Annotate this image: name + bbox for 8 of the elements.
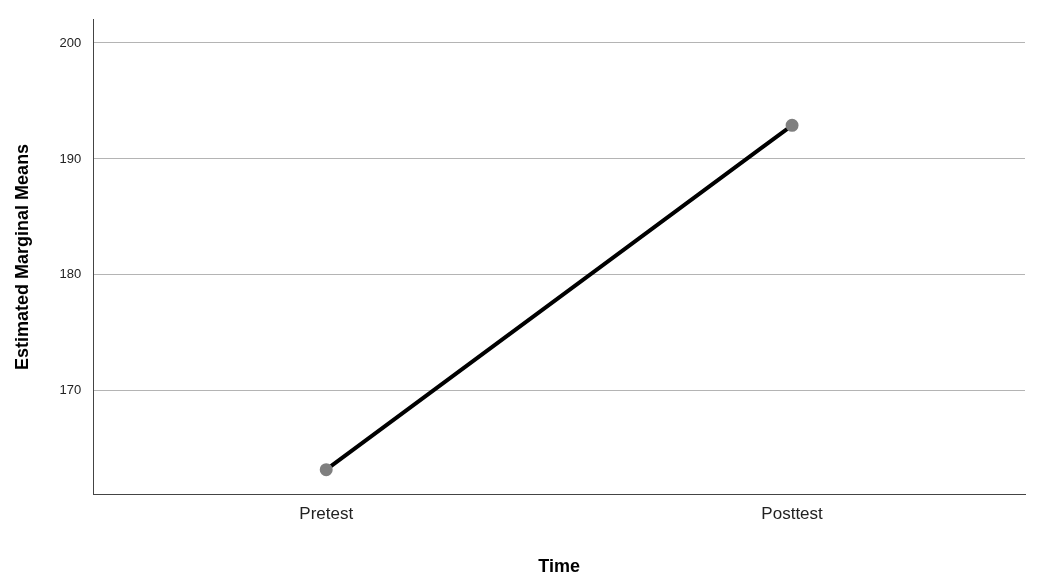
x-tick-label: Pretest <box>299 503 354 523</box>
y-tick-label: 190 <box>59 150 82 166</box>
x-tick-label: Posttest <box>761 503 824 523</box>
y-axis-title: Estimated Marginal Means <box>11 143 32 370</box>
y-tick-label: 200 <box>59 34 82 50</box>
y-tick-label: 170 <box>59 382 82 398</box>
x-axis-title: Time <box>538 556 580 577</box>
y-tick-label: 180 <box>59 266 82 282</box>
